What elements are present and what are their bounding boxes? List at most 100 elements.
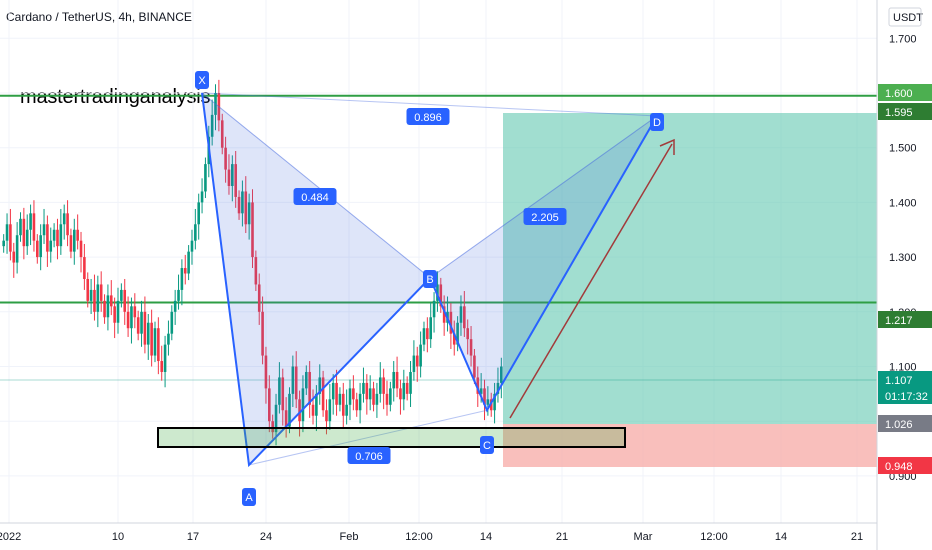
candle-body [220, 120, 224, 148]
price-badge-text: 1.217 [885, 315, 913, 327]
candle-body [311, 404, 315, 416]
time-label: 21 [556, 531, 568, 543]
candle-body [9, 224, 12, 252]
candle-body [479, 388, 483, 394]
bd-dashed [429, 115, 658, 279]
candle-body [113, 306, 116, 323]
candle-body [375, 393, 379, 405]
candle-body [126, 311, 130, 329]
point-label-a: A [245, 492, 253, 504]
candle-body [378, 377, 382, 394]
candle-body [42, 224, 46, 236]
ratio-label: 0.706 [355, 451, 383, 463]
candle-body [200, 191, 204, 203]
time-label: 12:00 [700, 531, 728, 543]
candle-body [247, 202, 251, 225]
price-badge-text: 1.595 [885, 107, 913, 119]
candle-body [392, 371, 396, 389]
candle-body [89, 289, 93, 301]
candle-body [328, 399, 332, 422]
candle-body [389, 388, 392, 405]
candle-body [385, 393, 389, 405]
candle-body [187, 251, 190, 274]
candle-body [130, 306, 133, 329]
candle-body [432, 300, 436, 318]
candle-body [466, 328, 469, 340]
projection-arrow[interactable] [509, 138, 675, 419]
candle-body [106, 295, 110, 318]
candle-body [66, 213, 69, 236]
candle-body [194, 224, 197, 241]
candle-body [241, 191, 244, 214]
candle-body [227, 169, 231, 186]
currency-box [888, 7, 922, 27]
time-label: 21 [851, 531, 863, 543]
price-tick: 1.300 [889, 252, 917, 264]
time-axis[interactable]: 2022 10 17 24 Feb 12:00 14 21 Mar 12:00 14 21 [0, 531, 863, 543]
demand-zone-box[interactable] [157, 427, 626, 448]
candle-body [493, 393, 496, 411]
candle-body [5, 224, 9, 241]
price-badge [878, 457, 932, 474]
candle-body [49, 240, 53, 252]
candle-body [197, 202, 201, 225]
candle-body [405, 382, 409, 394]
candle-body [274, 404, 278, 433]
candle-body [345, 404, 348, 416]
ratio-label-bg [293, 188, 337, 205]
price-badge-text: 1.026 [885, 419, 913, 431]
point-label-d: D [653, 117, 661, 129]
time-label: 17 [187, 531, 199, 543]
candle-body [210, 114, 214, 137]
candle-body [59, 224, 63, 247]
symbol-title[interactable]: Cardano / TetherUS, 4h, BINANCE [6, 10, 192, 24]
candle-body [93, 289, 96, 312]
candle-body [140, 311, 143, 334]
currency-label[interactable]: USDT [893, 12, 923, 24]
candle-body [167, 333, 170, 345]
price-tick: 1.700 [889, 33, 917, 45]
point-label-bg [423, 270, 437, 288]
candle-body [268, 388, 271, 422]
candle-body [271, 421, 274, 433]
candle-body [415, 355, 419, 367]
ratio-label-bg [347, 447, 391, 464]
position-zones [503, 113, 877, 467]
ratio-label-bg [523, 208, 567, 225]
candle-body [96, 284, 100, 312]
candle-body [338, 393, 342, 405]
candle-body [99, 284, 103, 301]
candle-body [362, 382, 365, 394]
candle-body [72, 229, 76, 252]
candle-body [372, 388, 375, 405]
profit-zone[interactable] [503, 113, 877, 424]
price-badge [878, 371, 932, 388]
candle-body [109, 295, 113, 307]
price-tick: 1.400 [889, 197, 917, 209]
candle-body [116, 300, 120, 323]
candle-body [469, 339, 473, 356]
candle-body [439, 284, 443, 307]
candle-body [483, 388, 486, 405]
candle-body [402, 382, 406, 400]
candle-body [284, 410, 288, 427]
loss-zone[interactable] [503, 424, 877, 467]
candle-body [177, 289, 180, 301]
point-label-bg [480, 436, 494, 454]
candle-body [36, 240, 39, 258]
candle-body [355, 399, 359, 411]
candle-body [496, 382, 500, 394]
candle-body [365, 382, 369, 400]
time-label: Feb [340, 531, 359, 543]
candle-body [46, 224, 49, 252]
candle-body [231, 164, 234, 186]
point-label-x: X [198, 75, 206, 87]
candle-body [123, 289, 127, 312]
candle-body [62, 213, 66, 225]
candle-body [348, 388, 352, 405]
price-axis[interactable]: 1.7001.6001.5001.4001.3001.2001.1001.000… [878, 7, 932, 483]
candle-body [39, 235, 42, 258]
candle-body [318, 377, 322, 394]
price-badge [878, 415, 932, 432]
